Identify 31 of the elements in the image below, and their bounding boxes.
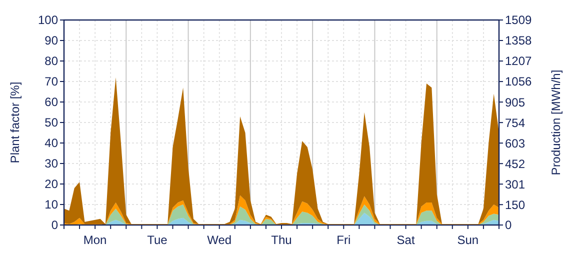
y-tick-label: 70 [44, 74, 58, 89]
y2-axis-title: Production [MWh/h] [549, 70, 563, 176]
y-tick-label: 90 [44, 34, 58, 48]
y2-tick-label: 1056 [505, 74, 532, 89]
y2-tick-label: 1207 [505, 54, 532, 68]
y2-tick-label: 754 [505, 116, 526, 130]
x-tick-label: Fri [336, 233, 351, 247]
y2-tick-label: 905 [505, 95, 526, 110]
y-tick-label: 0 [51, 218, 58, 232]
x-tick-label: Tue [147, 233, 168, 247]
y2-tick-label: 603 [505, 136, 526, 150]
y-axis-title: Plant factor [%] [8, 82, 22, 164]
y-tick-label: 60 [44, 95, 58, 110]
y2-tick-label: 1509 [505, 13, 532, 28]
y-tick-label: 80 [44, 54, 58, 68]
y2-tick-label: 301 [505, 177, 526, 192]
y-tick-label: 10 [44, 198, 58, 212]
y-tick-label: 40 [44, 136, 58, 150]
y2-tick-label: 1358 [505, 34, 532, 48]
x-tick-label: Thu [271, 233, 292, 247]
y2-tick-label: 0 [505, 218, 512, 232]
y-tick-label: 100 [38, 13, 58, 28]
x-tick-label: Mon [83, 233, 107, 247]
y-tick-label: 50 [44, 116, 58, 130]
y-tick-label: 20 [44, 177, 58, 192]
y2-tick-label: 150 [505, 198, 526, 212]
x-tick-label: Wed [207, 233, 232, 247]
x-tick-label: Sat [396, 233, 416, 247]
y2-tick-label: 452 [505, 156, 526, 171]
x-tick-label: Sun [457, 233, 479, 247]
y-tick-label: 30 [44, 156, 58, 171]
